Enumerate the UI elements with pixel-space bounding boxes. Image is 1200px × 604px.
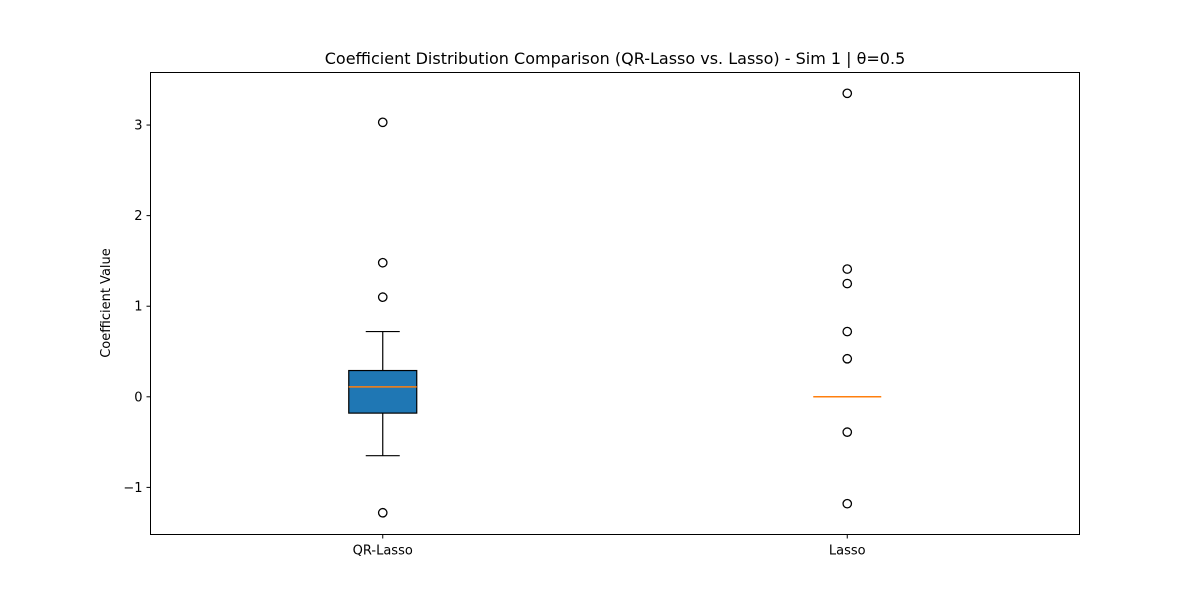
y-axis-label: Coefficient Value — [99, 248, 114, 358]
outlier-point — [377, 257, 388, 268]
y-tick-label: 0 — [134, 390, 142, 405]
box-group-qr-lasso — [348, 117, 418, 518]
y-tick-label: 3 — [134, 119, 142, 134]
y-tick-label: 1 — [134, 300, 142, 315]
y-tick-label: −1 — [123, 481, 142, 496]
x-axis: QR-Lasso Lasso — [353, 534, 866, 559]
outlier-point — [842, 278, 853, 289]
outlier-point — [842, 498, 853, 509]
outlier-point — [842, 326, 853, 337]
outlier-point — [842, 88, 853, 99]
outlier-point — [377, 117, 388, 128]
outlier-point — [842, 427, 853, 437]
box-group-lasso — [813, 88, 882, 509]
y-axis: −1 0 1 2 3 — [123, 119, 151, 496]
iqr-box — [348, 369, 418, 414]
outlier-point — [377, 507, 388, 518]
x-tick-label: QR-Lasso — [353, 544, 413, 559]
chart-title: Coefficient Distribution Comparison (QR-… — [325, 49, 906, 68]
x-tick-label: Lasso — [829, 544, 866, 559]
outlier-point — [377, 292, 388, 303]
outlier-point — [842, 264, 853, 274]
y-tick-label: 2 — [134, 209, 142, 224]
outlier-point — [842, 353, 853, 364]
plot-marks — [348, 88, 882, 518]
axes-frame — [150, 72, 1080, 535]
